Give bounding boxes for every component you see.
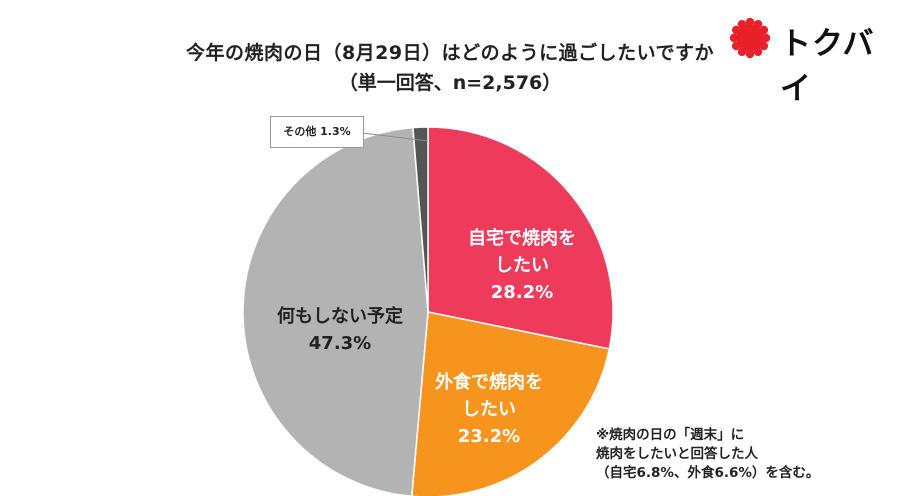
footnote-line-2: 焼肉をしたいと回答した人: [596, 446, 758, 462]
chart-subtitle: （単一回答、n=2,576）: [338, 72, 562, 94]
slice-eat-out-yakiniku-value: 23.2%: [458, 426, 520, 447]
footnote-line-1: ※焼肉の日の「週末」に: [596, 427, 745, 443]
slice-home-yakiniku-value: 28.2%: [491, 282, 553, 303]
other-leader-line: [361, 132, 429, 142]
slice-home-yakiniku-label: 自宅で焼肉を: [468, 227, 576, 249]
slice-label-other-text: その他 1.3%: [283, 125, 351, 138]
footnote-line-3: （自宅6.8%、外食6.6%）を含む。: [596, 465, 820, 481]
logo-text: トクバイ: [780, 26, 875, 107]
slice-nothing-planned: [242, 126, 429, 496]
slice-eat-out-yakiniku-label: 外食で焼肉を: [435, 371, 543, 393]
slice-label-other: その他 1.3%: [270, 116, 364, 148]
slice-home-yakiniku: [427, 126, 614, 350]
chart-title: 今年の焼肉の日（8月29日）はどのように過ごしたいですか: [185, 42, 715, 64]
footnote: ※焼肉の日の「週末」に 焼肉をしたいと回答した人 （自宅6.8%、外食6.6%）…: [596, 426, 819, 483]
red-sun-badge-icon: [729, 17, 771, 59]
slice-other: [412, 126, 429, 313]
tokubai-logo: トクバイ: [728, 16, 898, 107]
slice-eat-out-yakiniku: [411, 311, 611, 496]
slice-nothing-planned-label: 何もしない予定: [277, 305, 403, 327]
slice-home-yakiniku-label: したい: [495, 255, 549, 276]
slice-eat-out-yakiniku-label: したい: [462, 399, 516, 420]
slice-nothing-planned-value: 47.3%: [309, 333, 371, 354]
